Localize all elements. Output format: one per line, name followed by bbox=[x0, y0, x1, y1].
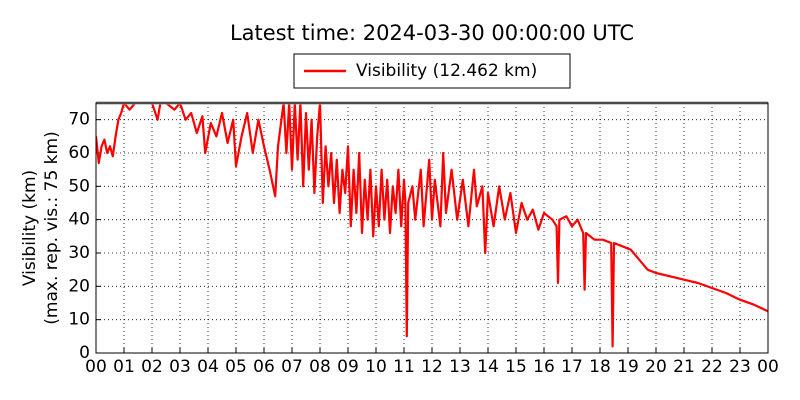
y-tick-label: 30 bbox=[68, 243, 90, 263]
x-tick-label: 05 bbox=[225, 357, 247, 377]
x-tick-label: 12 bbox=[421, 357, 443, 377]
chart-title: Latest time: 2024-03-30 00:00:00 UTC bbox=[230, 21, 634, 45]
x-tick-label: 08 bbox=[309, 357, 331, 377]
x-tick-label: 15 bbox=[505, 357, 527, 377]
legend-label: Visibility (12.462 km) bbox=[356, 61, 537, 81]
x-tick-label: 06 bbox=[253, 357, 275, 377]
x-tick-label: 10 bbox=[365, 357, 387, 377]
x-tick-label: 22 bbox=[701, 357, 723, 377]
x-tick-label: 07 bbox=[281, 357, 303, 377]
x-tick-label: 23 bbox=[729, 357, 751, 377]
x-tick-label: 01 bbox=[113, 357, 135, 377]
plot-frame bbox=[95, 102, 769, 354]
y-axis-label: Visibility (km) (max. rep. vis.: 75 km) bbox=[20, 131, 62, 324]
data-line bbox=[96, 103, 768, 348]
x-tick-label: 00 bbox=[757, 357, 779, 377]
x-tick-label: 17 bbox=[561, 357, 583, 377]
y-tick-label: 10 bbox=[68, 310, 90, 330]
x-tick-label: 09 bbox=[337, 357, 359, 377]
x-tick-label: 21 bbox=[673, 357, 695, 377]
y-tick-label: 60 bbox=[68, 143, 90, 163]
y-label-line: (max. rep. vis.: 75 km) bbox=[42, 131, 62, 324]
y-tick-label: 70 bbox=[68, 110, 90, 130]
x-tick-label: 14 bbox=[477, 357, 499, 377]
x-tick-label: 16 bbox=[533, 357, 555, 377]
y-tick-label: 20 bbox=[68, 276, 90, 296]
y-tick-label: 40 bbox=[68, 210, 90, 230]
x-tick-label: 00 bbox=[85, 357, 107, 377]
x-tick-label: 04 bbox=[197, 357, 219, 377]
y-label-line: Visibility (km) bbox=[20, 170, 40, 286]
x-tick-label: 18 bbox=[589, 357, 611, 377]
x-tick-label: 20 bbox=[645, 357, 667, 377]
x-tick-label: 13 bbox=[449, 357, 471, 377]
y-tick-label: 0 bbox=[79, 343, 90, 363]
x-tick-label: 11 bbox=[393, 357, 415, 377]
y-tick-label: 50 bbox=[68, 176, 90, 196]
x-tick-label: 02 bbox=[141, 357, 163, 377]
x-tick-label: 19 bbox=[617, 357, 639, 377]
x-tick-label: 03 bbox=[169, 357, 191, 377]
